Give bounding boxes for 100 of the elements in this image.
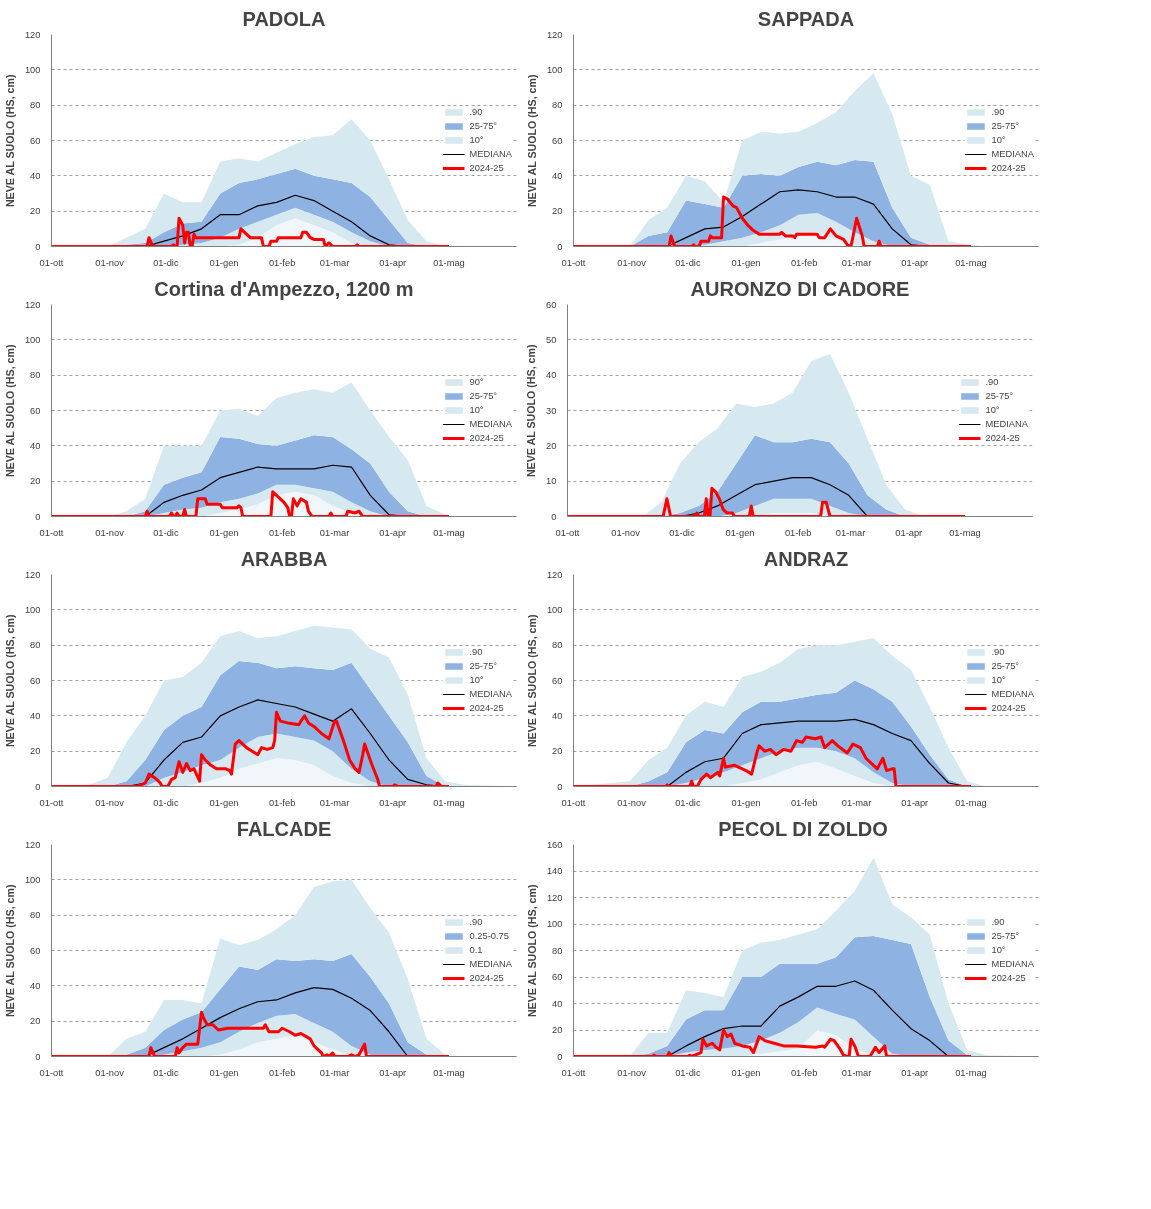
legend-label: .90 — [991, 107, 1006, 117]
legend-label: 25-75° — [469, 661, 498, 671]
legend-label: .90 — [469, 107, 484, 117]
x-tick-label: 01-mar — [319, 257, 350, 268]
x-tick-label: 01-mag — [433, 527, 465, 538]
y-tick-label: 40 — [552, 710, 563, 721]
y-axis-title: NEVE AL SUOLO (HS, cm) — [525, 74, 538, 208]
y-tick-label: 100 — [546, 604, 563, 615]
y-axis-title: NEVE AL SUOLO (HS, cm) — [3, 614, 16, 748]
line-series — [51, 1010, 451, 1057]
y-tick-label: 0 — [35, 781, 41, 792]
x-tick-label: 01-feb — [784, 527, 812, 538]
x-tick-label: 01-apr — [379, 797, 407, 808]
legend-label: 2024-25 — [469, 163, 504, 173]
y-tick-label: 80 — [30, 100, 41, 111]
y-tick-label: 80 — [30, 370, 41, 381]
x-tick-label: 01-feb — [790, 797, 818, 808]
x-tick-label: 01-nov — [617, 797, 647, 808]
x-tick-label: 01-mag — [955, 1067, 987, 1078]
legend-label: 25-75° — [991, 661, 1020, 671]
y-tick-label: 0 — [557, 781, 563, 792]
x-tick-label: 01-apr — [895, 527, 923, 538]
x-tick-label: 01-dic — [153, 257, 179, 268]
legend-label: 10° — [469, 405, 485, 415]
line-series — [51, 710, 451, 787]
x-tick-label: 01-nov — [617, 1067, 647, 1078]
legend-label: 25-75° — [469, 121, 498, 131]
x-tick-label: 01-mag — [955, 797, 987, 808]
x-tick-label: 01-mar — [835, 527, 866, 538]
line-series — [51, 216, 451, 247]
x-tick-label: 01-ott — [39, 257, 64, 268]
legend-label: 2024-25 — [985, 433, 1020, 443]
x-tick-label: 01-feb — [268, 257, 296, 268]
y-tick-label: 80 — [552, 640, 563, 651]
line-series — [573, 195, 973, 247]
y-tick-label: 80 — [30, 910, 41, 921]
legend-label: 0.25-0.75 — [469, 931, 509, 941]
chart-title: AURONZO DI CADORE — [690, 277, 910, 300]
y-tick-label: 60 — [30, 405, 41, 416]
y-tick-label: 20 — [30, 476, 41, 487]
y-axis-title: NEVE AL SUOLO (HS, cm) — [525, 344, 538, 478]
x-tick-label: 01-feb — [790, 1067, 818, 1078]
y-tick-label: 40 — [552, 998, 563, 1009]
legend-label: 2024-25 — [991, 703, 1026, 713]
y-tick-label: 20 — [552, 206, 563, 217]
chart-title: FALCADE — [236, 817, 332, 840]
chart-title: Cortina d'Ampezzo, 1200 m — [154, 277, 414, 300]
y-tick-label: 20 — [552, 746, 563, 757]
x-tick-label: 01-gen — [209, 257, 239, 268]
y-axis-title: NEVE AL SUOLO (HS, cm) — [3, 344, 16, 478]
y-tick-label: 40 — [30, 440, 41, 451]
y-tick-label: 120 — [546, 569, 563, 580]
x-tick-label: 01-apr — [901, 1067, 929, 1078]
y-tick-label: 100 — [24, 64, 41, 75]
x-tick-label: 01-feb — [268, 797, 296, 808]
y-tick-label: 40 — [552, 170, 563, 181]
x-tick-label: 01-mar — [319, 527, 350, 538]
y-tick-label: 0 — [35, 241, 41, 252]
line-series — [573, 1028, 973, 1057]
y-tick-label: 0 — [551, 511, 557, 522]
legend-label: MEDIANA — [469, 689, 512, 699]
x-tick-label: 01-dic — [669, 527, 695, 538]
y-tick-label: 100 — [546, 919, 563, 929]
y-tick-label: 120 — [546, 892, 563, 903]
legend-label: 25-75° — [985, 391, 1014, 401]
y-tick-label: 40 — [546, 370, 557, 381]
legend-label: 2024-25 — [991, 973, 1026, 983]
x-tick-label: 01-dic — [153, 797, 179, 808]
x-tick-label: 01-mar — [841, 1067, 872, 1078]
line-series — [51, 490, 451, 517]
x-tick-label: 01-gen — [731, 1067, 761, 1078]
y-axis-title: NEVE AL SUOLO (HS, cm) — [3, 884, 16, 1018]
x-tick-label: 01-apr — [379, 527, 407, 538]
legend-label: .90 — [469, 917, 484, 927]
y-tick-label: 80 — [30, 640, 41, 651]
legend-label: MEDIANA — [469, 959, 512, 969]
y-tick-label: 120 — [24, 299, 41, 310]
chart-title: SAPPADA — [757, 7, 855, 30]
x-tick-label: 01-mag — [433, 257, 465, 268]
x-tick-label: 01-ott — [561, 797, 586, 808]
x-tick-label: 01-gen — [725, 527, 755, 538]
x-tick-label: 01-nov — [95, 257, 125, 268]
y-tick-label: 0 — [35, 511, 41, 522]
legend-label: 2024-25 — [469, 973, 504, 983]
x-tick-label: 01-gen — [731, 257, 761, 268]
x-tick-label: 01-ott — [555, 527, 580, 538]
x-tick-label: 01-ott — [561, 257, 586, 268]
y-tick-label: 20 — [30, 206, 41, 217]
legend-label: MEDIANA — [991, 149, 1034, 159]
legend-label: 90° — [469, 377, 485, 387]
x-tick-label: 01-feb — [268, 1067, 296, 1078]
y-tick-label: 120 — [24, 29, 41, 40]
legend-label: .90 — [469, 647, 484, 657]
y-tick-label: 60 — [552, 135, 563, 146]
x-tick-label: 01-gen — [731, 797, 761, 808]
x-tick-label: 01-gen — [209, 527, 239, 538]
x-tick-label: 01-nov — [617, 257, 647, 268]
chart-title: ANDRAZ — [763, 547, 849, 570]
legend-label: 10° — [985, 405, 1001, 415]
x-tick-label: 01-ott — [561, 1067, 586, 1078]
